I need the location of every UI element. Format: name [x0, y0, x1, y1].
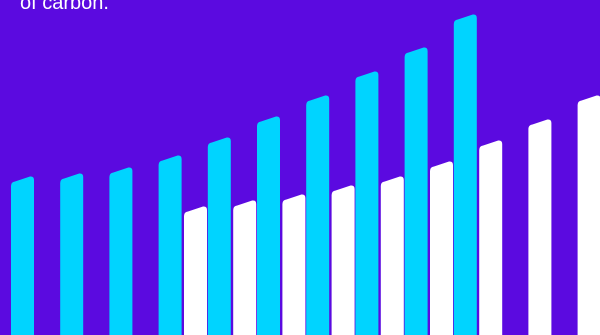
bar-series-a-3	[109, 167, 133, 335]
bar-series-a-10	[453, 14, 477, 335]
bar-series-b-8	[528, 119, 552, 335]
bar-series-a-4	[158, 155, 182, 335]
bar-series-b-1	[184, 206, 207, 335]
series-a-bars	[11, 14, 477, 335]
bar-series-b-4	[331, 185, 355, 335]
bar-series-b-2	[233, 200, 257, 335]
bar-series-a-2	[60, 173, 84, 335]
bar-series-b-5	[380, 176, 404, 335]
bar-series-a-9	[404, 47, 428, 335]
bar-series-a-1	[11, 176, 34, 335]
series-b-bars	[184, 95, 600, 335]
bar-series-b-6	[430, 161, 453, 335]
bar-series-b-7	[479, 140, 503, 335]
bar-series-a-6	[257, 116, 280, 335]
bar-series-b-3	[282, 194, 306, 335]
bar-series-a-7	[306, 95, 330, 335]
caption-text: of carbon.	[20, 0, 109, 14]
bar-series-a-5	[207, 137, 231, 335]
bar-series-b-9	[577, 95, 600, 335]
bar-series-a-8	[355, 71, 379, 335]
